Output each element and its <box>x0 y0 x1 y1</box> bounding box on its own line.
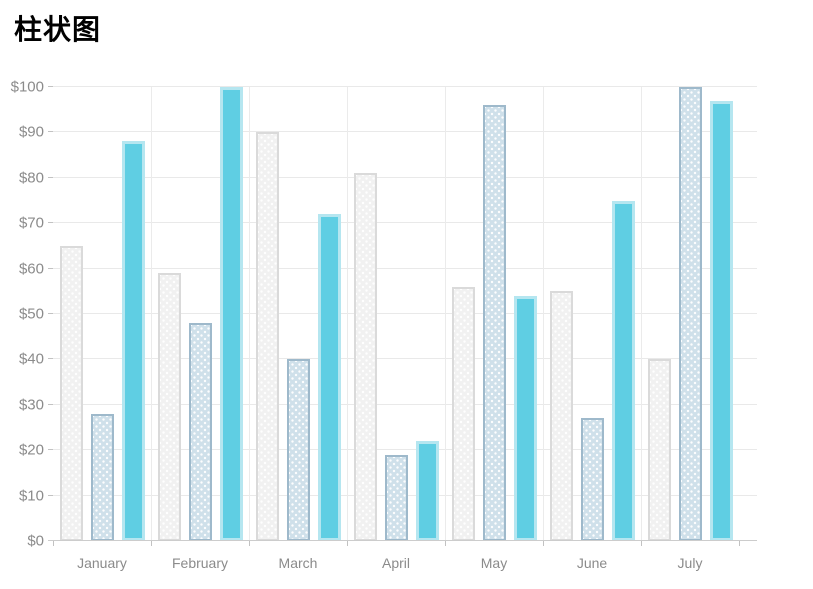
bar-series-2-february[interactable] <box>188 323 212 541</box>
chart-title: 柱状图 <box>14 13 102 46</box>
h-gridline <box>53 176 757 178</box>
y-tick-label: $90 <box>18 123 44 141</box>
v-gridline <box>249 87 250 541</box>
bar-series-3-june[interactable] <box>611 200 635 541</box>
y-tick <box>48 358 53 360</box>
y-tick-label: $40 <box>18 350 44 368</box>
y-tick-label: $50 <box>18 305 44 323</box>
bar-series-3-may[interactable] <box>513 295 537 541</box>
x-axis-line <box>48 540 757 541</box>
x-tick <box>249 541 250 546</box>
bar-series-2-july[interactable] <box>678 87 702 541</box>
x-tick <box>543 541 544 546</box>
x-tick <box>641 541 642 546</box>
bar-series-1-july[interactable] <box>647 359 671 541</box>
y-tick-label: $100 <box>10 78 44 96</box>
bar-series-3-february[interactable] <box>219 87 243 541</box>
y-tick <box>48 494 53 496</box>
x-axis-label: June <box>576 555 608 571</box>
bar-series-2-april[interactable] <box>384 454 408 541</box>
y-axis: $0 $10 $20 $30 $40 $50 $60 $70 $80 $90 $100 <box>0 79 44 550</box>
v-gridline <box>347 87 348 541</box>
y-tick <box>48 449 53 451</box>
y-tick <box>48 313 53 314</box>
bar-series-3-july[interactable] <box>709 100 733 541</box>
v-gridline <box>151 87 152 541</box>
y-tick-label: $60 <box>18 260 44 278</box>
x-tick <box>347 541 348 546</box>
bar-group-april <box>347 87 445 541</box>
h-gridline <box>53 313 757 314</box>
h-gridline <box>53 267 757 269</box>
h-gridline <box>53 222 757 224</box>
y-tick <box>48 267 53 269</box>
h-gridline <box>53 403 757 405</box>
bar-series-3-january[interactable] <box>121 141 145 541</box>
x-tick <box>445 541 446 546</box>
y-tick-label: $10 <box>18 487 44 505</box>
bar-group-february <box>151 87 249 541</box>
bar-series-2-may[interactable] <box>482 105 506 541</box>
y-tick <box>48 86 53 87</box>
bar-group-may <box>445 87 543 541</box>
y-tick-label: $0 <box>27 532 44 550</box>
v-gridline <box>641 87 642 541</box>
bar-series-3-april[interactable] <box>415 441 439 541</box>
y-tick <box>48 131 53 133</box>
y-tick-label: $70 <box>18 214 44 232</box>
bar-series-3-march[interactable] <box>317 214 341 541</box>
x-axis-label: January <box>77 555 127 571</box>
x-tick <box>739 541 740 546</box>
bar-series-2-march[interactable] <box>286 359 310 541</box>
bar-group-july <box>641 87 739 541</box>
bar-series-1-february[interactable] <box>157 273 181 541</box>
bar-series-1-june[interactable] <box>549 291 573 541</box>
x-axis-label: July <box>677 555 703 571</box>
bar-series-2-june[interactable] <box>580 418 604 541</box>
bar-group-june <box>543 87 641 541</box>
x-tick <box>151 541 152 546</box>
x-axis-label: March <box>278 555 318 571</box>
x-axis-label: April <box>381 555 410 571</box>
y-tick <box>48 176 53 178</box>
h-gridline <box>53 358 757 360</box>
x-axis-label: May <box>480 555 508 571</box>
bar-group-january <box>53 87 151 541</box>
h-gridline <box>53 86 757 87</box>
bar-group-march <box>249 87 347 541</box>
bar-series-2-january[interactable] <box>90 413 114 541</box>
x-tick <box>53 541 54 546</box>
y-tick-label: $30 <box>18 396 44 414</box>
v-gridline <box>543 87 544 541</box>
bar-series-1-april[interactable] <box>353 173 377 541</box>
y-tick-label: $20 <box>18 441 44 459</box>
h-gridline <box>53 131 757 133</box>
y-tick <box>48 222 53 224</box>
y-tick <box>48 403 53 405</box>
bar-series-1-january[interactable] <box>59 245 83 541</box>
v-gridline <box>445 87 446 541</box>
bar-series-1-may[interactable] <box>451 286 475 541</box>
plot-area: January February March April May June July <box>48 86 757 571</box>
y-tick-label: $80 <box>18 169 44 187</box>
bar-series-1-march[interactable] <box>255 132 279 541</box>
x-axis-label: February <box>171 555 229 571</box>
h-gridline <box>53 449 757 451</box>
